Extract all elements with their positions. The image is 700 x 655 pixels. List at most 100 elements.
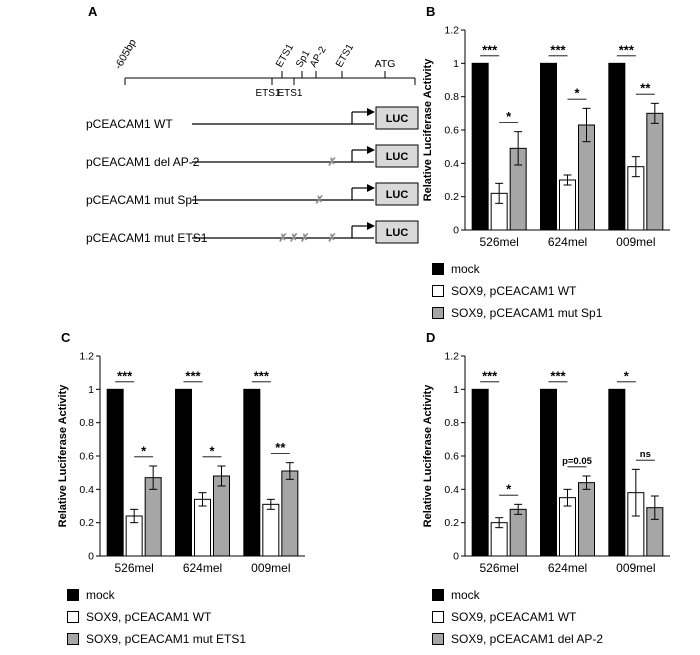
legend-swatch (432, 307, 444, 319)
legend-label: mock (86, 588, 115, 602)
bar-0-526mel (106, 388, 124, 557)
luc-box (375, 220, 419, 244)
panel-label-d: D (426, 330, 436, 345)
luc-label: LUC (386, 113, 409, 125)
bar-1-624mel (194, 498, 211, 557)
legend-c: mock SOX9, pCEACAM1 WT SOX9, pCEACAM1 mut … (67, 584, 246, 650)
bar-1-624mel (559, 179, 576, 231)
luc-box (375, 106, 419, 130)
y-tick-label: 1 (88, 384, 94, 396)
legend-swatch (432, 611, 444, 623)
bar-2-526mel (509, 508, 527, 557)
luc-label: LUC (386, 189, 409, 201)
chart-b: 0 0.2 0.4 0.6 0.8 1 1.2 Relative Luciferase Act… (420, 16, 675, 261)
legend-item: SOX9, pCEACAM1 WT (432, 606, 603, 628)
tss-arrowhead (367, 222, 375, 230)
significance-label: *** (550, 42, 566, 57)
x-tick-label: 009mel (251, 561, 290, 575)
panel-d: D 0 0.2 0.4 0.6 0.8 1 1.2 Relative Luciferase A… (420, 330, 695, 652)
construct-name: pCEACAM1 WT (86, 117, 173, 131)
legend-label: SOX9, pCEACAM1 mut ETS1 (86, 632, 247, 646)
legend-label: SOX9, pCEACAM1 WT (451, 610, 577, 624)
x-tick-label: 624mel (548, 235, 587, 249)
significance-label: * (506, 482, 512, 497)
bar-0-624mel (540, 62, 557, 231)
mutation-mark: ✗ (328, 233, 337, 245)
significance-label: * (141, 443, 147, 458)
legend-label: SOX9, pCEACAM1 WT (86, 610, 212, 624)
significance-label: * (574, 86, 580, 101)
significance-label: *** (185, 368, 201, 383)
bar-chart-panel-D: 0 0.2 0.4 0.6 0.8 1 1.2 Relative Luciferase Act… (422, 351, 670, 575)
luc-label: LUC (386, 151, 409, 163)
construct-name: pCEACAM1 mut Sp1 (86, 193, 199, 207)
bar-0-009mel (608, 62, 626, 231)
legend-swatch (432, 263, 444, 275)
y-axis-title: Relative Luciferase Activity (422, 58, 434, 202)
y-tick-label: 0.6 (444, 451, 459, 463)
y-tick-label: 1.2 (444, 351, 459, 363)
y-tick-label: 0.6 (444, 125, 459, 137)
luc-box (375, 144, 419, 168)
atg-label: ATG (375, 58, 396, 70)
tss-arrowhead (367, 108, 375, 116)
panel-a: A -605bp ETS1 Sp1 AP-2 ETS1 ETS1 ETS1 ATG pCEACA… (80, 4, 432, 290)
panel-label-c: C (61, 330, 71, 345)
y-axis-title: Relative Luciferase Activity (422, 384, 434, 528)
bar-0-624mel (175, 388, 192, 557)
bar-0-624mel (540, 388, 557, 557)
legend-swatch (432, 633, 444, 645)
y-tick-label: 1 (453, 384, 459, 396)
x-tick-label: 526mel (479, 235, 518, 249)
x-tick-label: 624mel (548, 561, 587, 575)
mutation-mark: ✗ (315, 195, 324, 207)
legend-item: mock (432, 258, 602, 280)
tss-arrowhead (367, 146, 375, 154)
significance-label: * (624, 368, 630, 383)
significance-label: * (209, 443, 215, 458)
significance-label: *** (482, 42, 498, 57)
significance-label: * (506, 109, 512, 124)
bar-0-526mel (471, 62, 489, 231)
x-tick-label: 526mel (479, 561, 518, 575)
panel-label-a: A (88, 4, 98, 19)
binding-site-label: ETS1 (255, 88, 280, 99)
y-tick-label: 1 (453, 58, 459, 70)
legend-swatch (67, 633, 79, 645)
panel-label-b: B (426, 4, 436, 19)
y-tick-label: 0.4 (444, 158, 459, 170)
binding-site-label: ETS1 (334, 42, 356, 70)
x-tick-label: 526mel (114, 561, 153, 575)
y-tick-label: 0.2 (444, 517, 459, 529)
legend-label: SOX9, pCEACAM1 WT (451, 284, 577, 298)
y-tick-label: 0.2 (444, 191, 459, 203)
significance-label: *** (619, 42, 635, 57)
legend-swatch (432, 589, 444, 601)
bar-1-009mel (262, 503, 280, 557)
legend-label: SOX9, pCEACAM1 mut Sp1 (451, 306, 603, 320)
y-tick-label: 1.2 (444, 25, 459, 37)
tss-arrowhead (367, 184, 375, 192)
y-axis-title: Relative Luciferase Activity (57, 384, 69, 528)
panel-b: B 0 0.2 0.4 0.6 0.8 1 1.2 Relative Luciferase A… (420, 4, 695, 330)
scale-label: -605bp (112, 37, 139, 71)
bar-2-009mel (281, 470, 299, 557)
legend-item: SOX9, pCEACAM1 mut ETS1 (67, 628, 246, 650)
significance-label: ** (275, 440, 286, 455)
mutation-mark: ✗ (278, 233, 287, 245)
x-tick-label: 009mel (616, 235, 655, 249)
significance-label: *** (482, 368, 498, 383)
legend-d: mock SOX9, pCEACAM1 WT SOX9, pCEACAM1 del … (432, 584, 603, 650)
legend-swatch (432, 285, 444, 297)
binding-site-label: AP-2 (308, 44, 329, 69)
chart-d: 0 0.2 0.4 0.6 0.8 1 1.2 Relative Luciferase Act… (420, 342, 675, 587)
luc-label: LUC (386, 227, 409, 239)
bar-2-009mel (646, 112, 664, 231)
significance-label: *** (550, 368, 566, 383)
legend-item: SOX9, pCEACAM1 WT (67, 606, 246, 628)
luc-box (375, 182, 419, 206)
significance-label: p=0.05 (562, 456, 593, 467)
bar-chart-panel-C: 0 0.2 0.4 0.6 0.8 1 1.2 Relative Luciferase Act… (57, 351, 305, 575)
legend-item: mock (432, 584, 603, 606)
y-tick-label: 0.4 (79, 484, 94, 496)
